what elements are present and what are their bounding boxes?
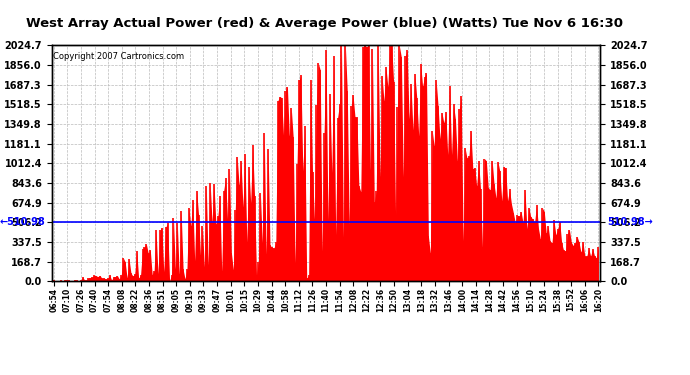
Text: 510.98→: 510.98→ xyxy=(607,217,653,226)
Text: West Array Actual Power (red) & Average Power (blue) (Watts) Tue Nov 6 16:30: West Array Actual Power (red) & Average … xyxy=(26,17,623,30)
Text: ←510.98: ←510.98 xyxy=(0,217,45,226)
Text: Copyright 2007 Cartronics.com: Copyright 2007 Cartronics.com xyxy=(53,52,184,61)
